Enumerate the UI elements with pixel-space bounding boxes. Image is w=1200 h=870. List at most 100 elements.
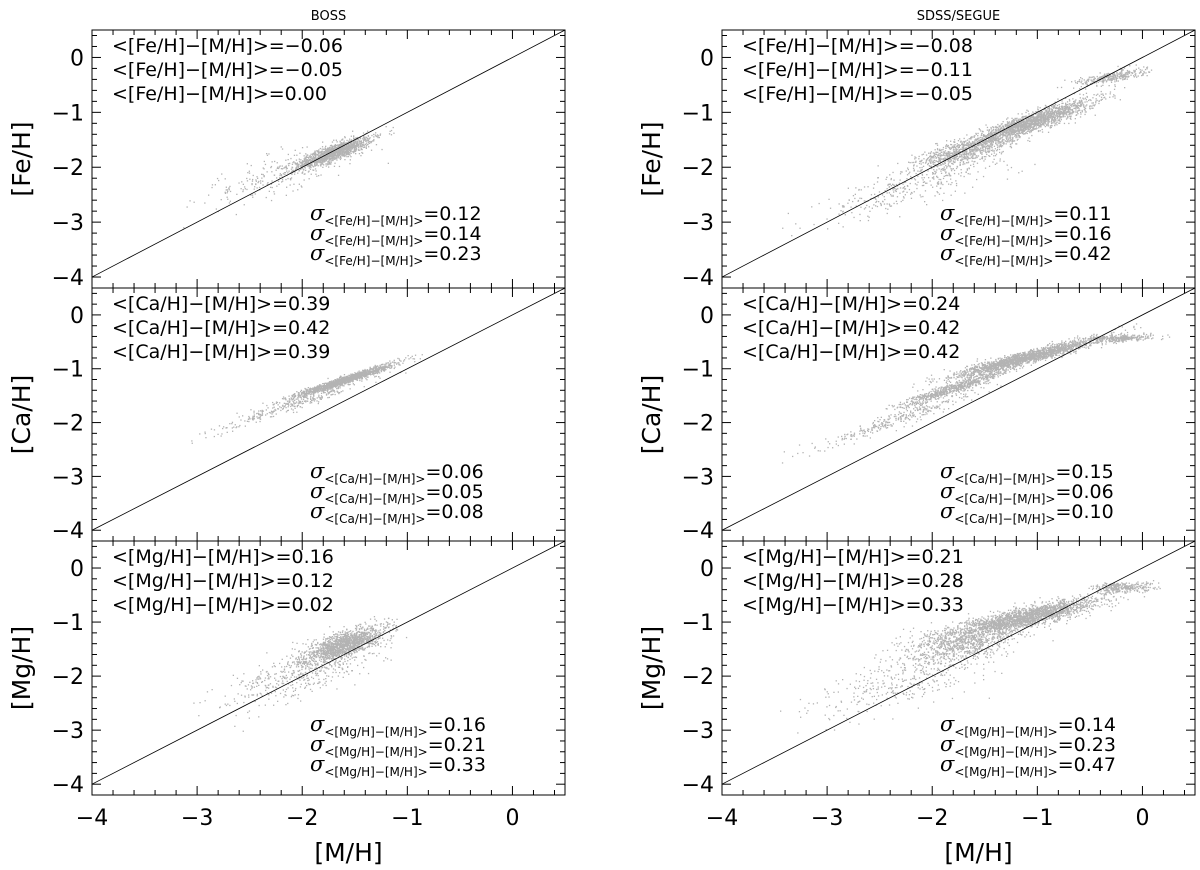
data-point — [1113, 74, 1116, 77]
data-point — [1016, 121, 1018, 123]
data-point — [323, 157, 325, 160]
data-point — [347, 151, 349, 153]
data-point — [246, 180, 249, 182]
data-point — [968, 144, 970, 146]
data-point — [308, 170, 310, 172]
data-point — [1084, 113, 1086, 116]
data-point — [345, 147, 348, 149]
data-point — [1116, 71, 1118, 74]
data-point — [347, 153, 349, 156]
data-point — [1093, 76, 1095, 78]
data-point — [990, 149, 992, 152]
data-point — [932, 163, 934, 165]
data-point — [351, 144, 354, 146]
data-point — [1078, 79, 1081, 81]
data-point — [1033, 112, 1035, 114]
data-point — [958, 151, 960, 153]
data-point — [1017, 126, 1019, 128]
data-point — [285, 168, 287, 170]
data-point — [1075, 106, 1077, 109]
data-point — [330, 144, 332, 146]
data-point — [886, 176, 888, 178]
data-point — [251, 183, 253, 186]
data-point — [971, 141, 974, 143]
data-point — [935, 151, 937, 153]
data-point — [1011, 141, 1013, 143]
data-point — [1011, 134, 1013, 136]
data-point — [360, 143, 362, 145]
data-point — [1015, 119, 1017, 122]
data-point — [1097, 77, 1099, 79]
data-point — [1143, 72, 1145, 74]
data-point — [989, 155, 991, 157]
data-point — [208, 194, 210, 196]
data-point — [972, 152, 974, 154]
data-point — [321, 152, 323, 154]
data-point — [966, 149, 968, 151]
data-point — [966, 168, 968, 170]
data-point — [1051, 114, 1053, 116]
data-point — [895, 200, 898, 202]
data-point — [935, 171, 937, 173]
data-point — [853, 216, 855, 219]
data-point — [876, 181, 879, 183]
data-point — [335, 152, 337, 155]
data-point — [939, 159, 942, 161]
data-point — [971, 156, 973, 158]
data-point — [339, 144, 341, 147]
data-point — [296, 162, 298, 164]
data-point — [1095, 102, 1097, 104]
data-point — [877, 165, 879, 167]
data-point — [311, 165, 314, 167]
data-point — [1023, 125, 1025, 127]
data-point — [842, 206, 844, 208]
data-point — [334, 146, 337, 149]
data-point — [1039, 112, 1041, 114]
data-point — [334, 144, 337, 147]
data-point — [973, 148, 975, 151]
data-point — [331, 146, 333, 148]
data-point — [1041, 119, 1043, 121]
data-point — [1023, 124, 1026, 126]
data-point — [1023, 130, 1025, 132]
data-point — [999, 144, 1001, 147]
data-point — [1022, 133, 1025, 135]
data-point — [1051, 116, 1053, 118]
data-point — [303, 173, 305, 175]
data-point — [332, 145, 334, 148]
data-point — [263, 175, 265, 177]
data-point — [882, 200, 884, 202]
data-point — [935, 153, 937, 155]
data-point — [1051, 108, 1053, 110]
data-point — [978, 149, 981, 151]
data-point — [1081, 103, 1083, 106]
data-point — [1006, 130, 1009, 132]
data-point — [1021, 116, 1023, 118]
data-point — [892, 184, 894, 186]
data-point — [301, 164, 303, 167]
data-point — [1025, 125, 1027, 127]
data-point — [953, 141, 956, 143]
data-point — [1017, 134, 1019, 137]
data-point — [1008, 122, 1010, 124]
data-point — [240, 188, 242, 190]
data-point — [285, 194, 287, 196]
data-point — [341, 148, 343, 150]
data-point — [1061, 111, 1063, 113]
data-point — [1099, 72, 1101, 74]
data-point — [1009, 123, 1011, 125]
data-point — [998, 135, 1001, 137]
data-point — [224, 192, 227, 194]
data-point — [1076, 102, 1079, 104]
data-point — [1075, 111, 1077, 113]
data-point — [341, 143, 343, 146]
data-point — [886, 203, 888, 205]
data-point — [987, 151, 989, 153]
data-point — [929, 162, 931, 164]
data-point — [331, 154, 333, 156]
data-point — [318, 149, 320, 151]
data-point — [886, 212, 888, 215]
data-point — [1016, 126, 1018, 128]
data-point — [1119, 74, 1122, 76]
data-point — [328, 159, 330, 161]
